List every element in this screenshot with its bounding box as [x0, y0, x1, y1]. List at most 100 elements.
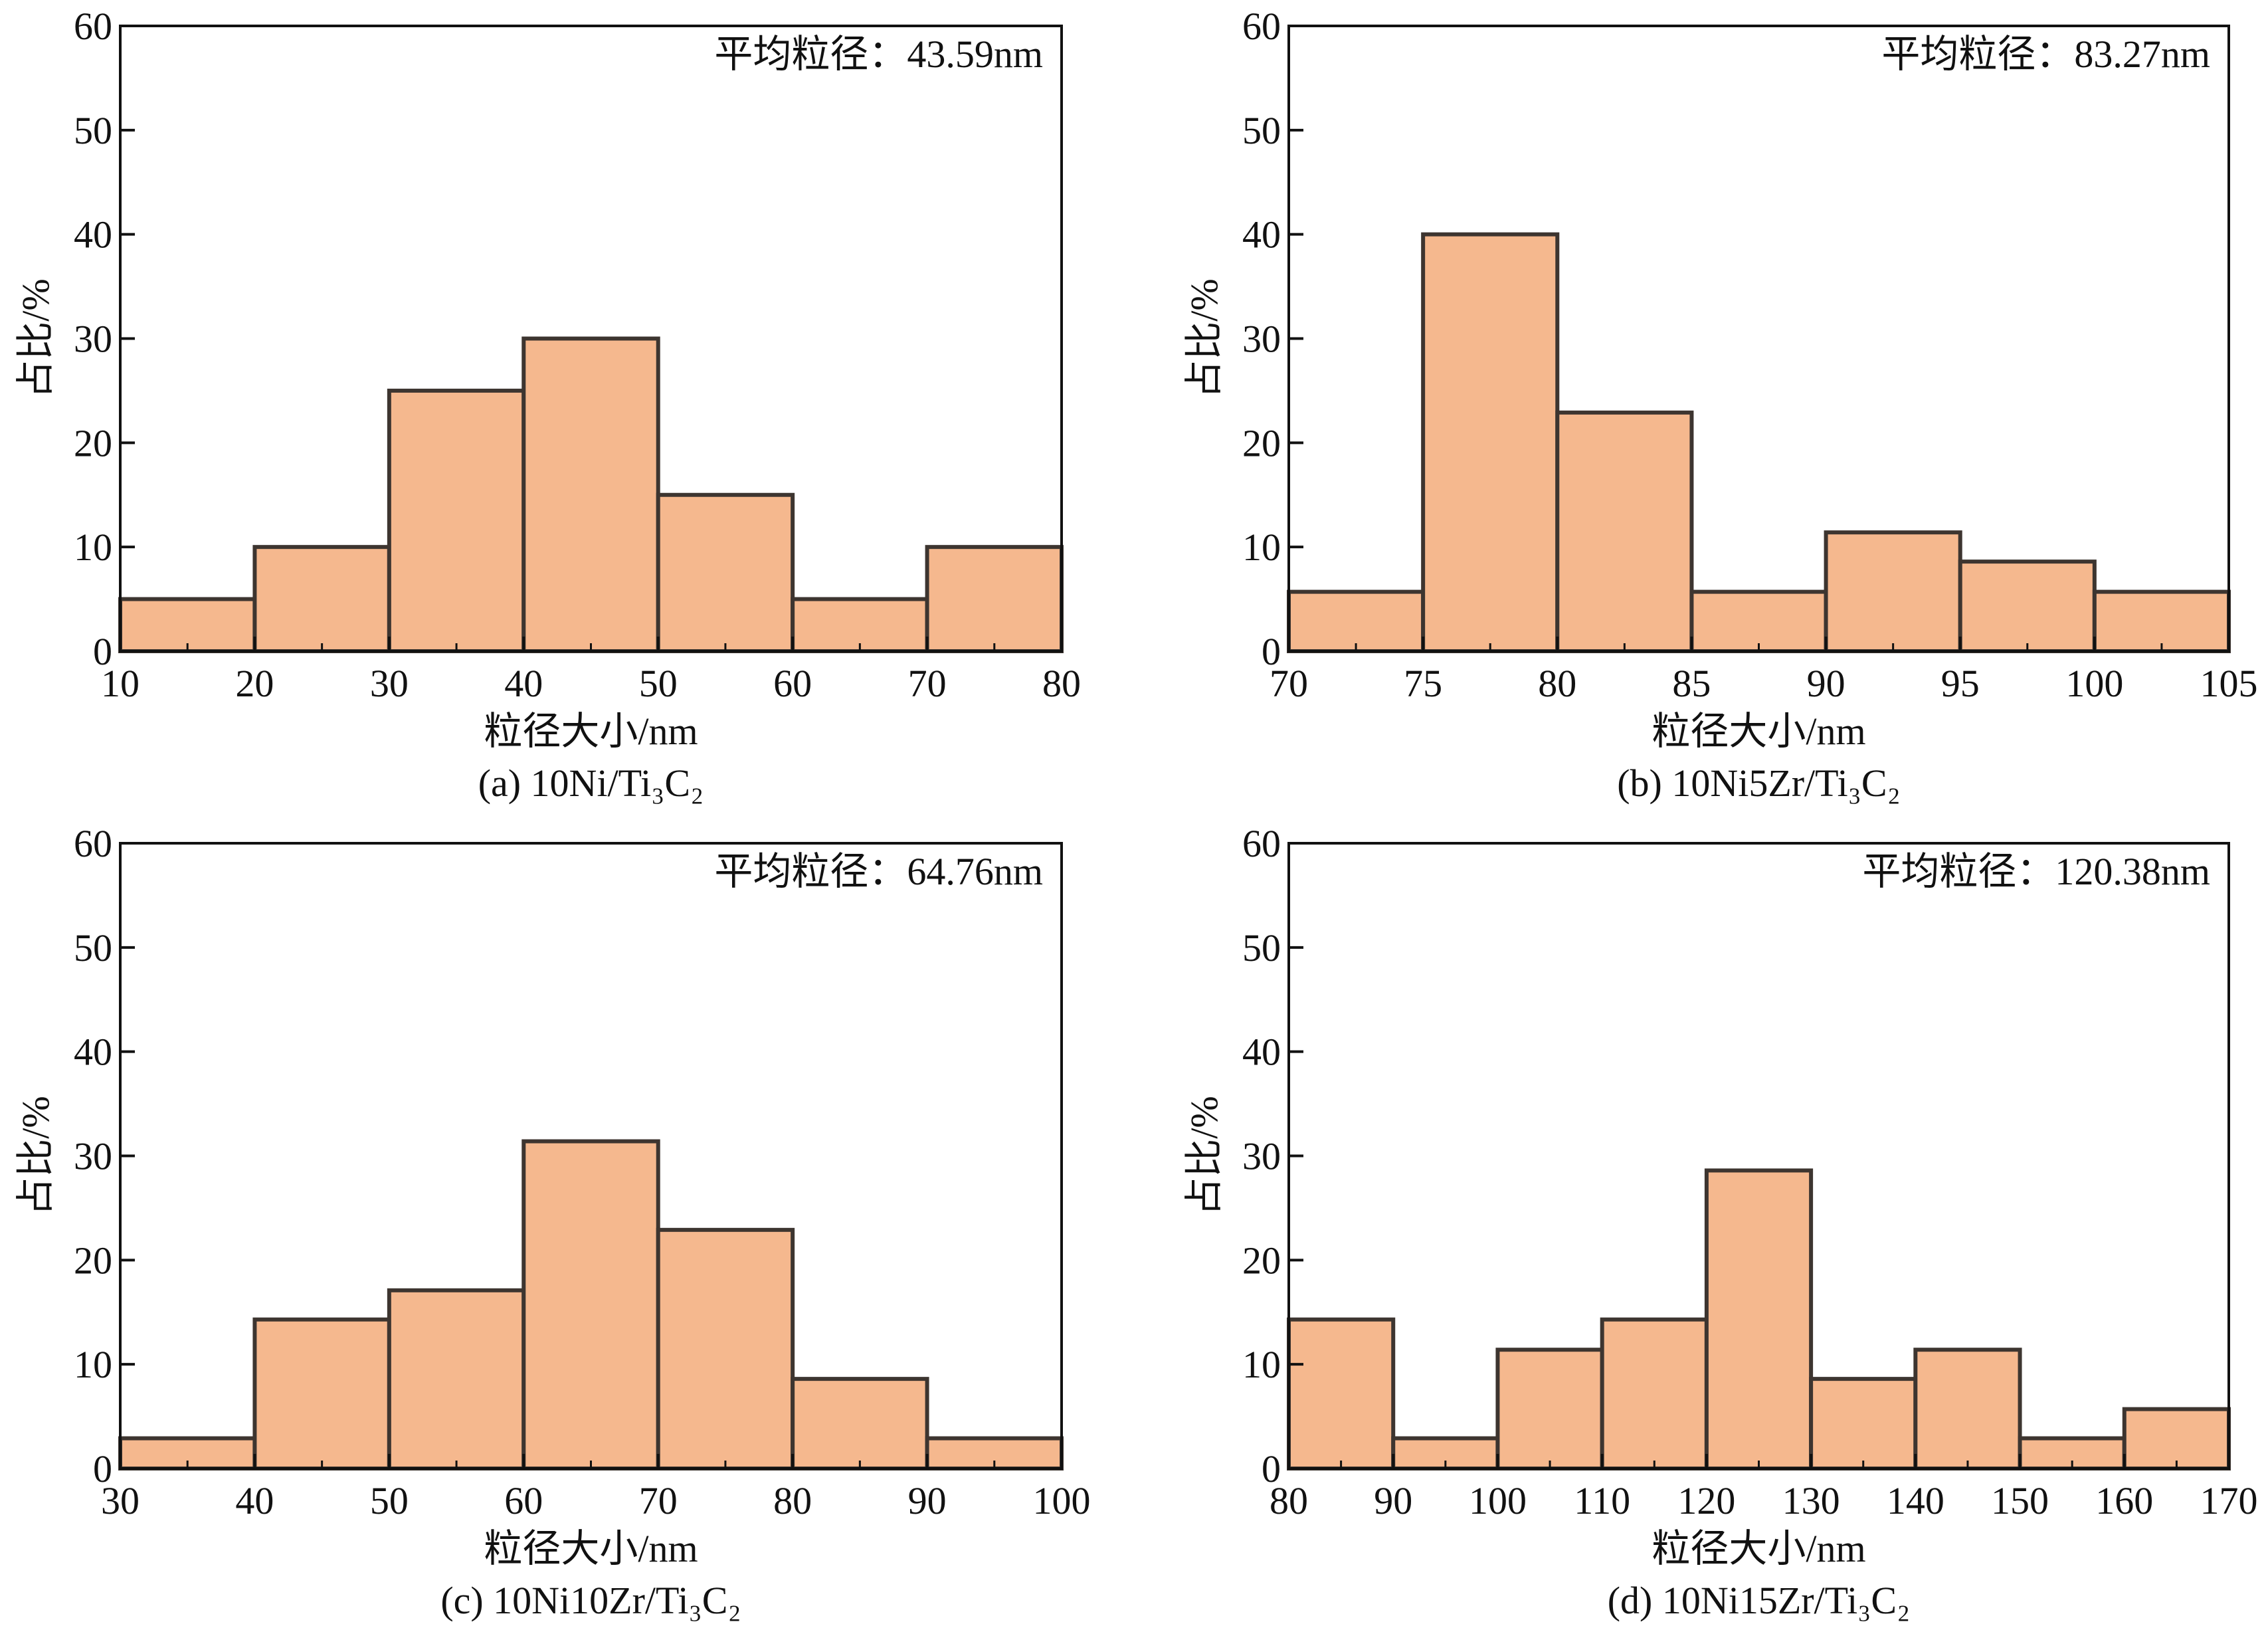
histogram-bar: [791, 1377, 929, 1471]
x-tick-label: 100: [1033, 1479, 1091, 1522]
x-tick-label: 105: [2200, 662, 2258, 705]
x-tick-label: 60: [504, 1479, 543, 1522]
y-tick-label: 0: [1262, 1447, 1281, 1490]
x-axis-label: 粒径大小/nm: [484, 710, 698, 753]
x-tick-label: 90: [908, 1479, 947, 1522]
y-tick-label: 20: [1242, 421, 1281, 464]
y-tick-label: 0: [93, 1447, 112, 1490]
mean-size-annotation: 平均粒径：83.27nm: [1881, 33, 2210, 76]
panel-caption: (b) 10Ni5Zr/Ti₃C₂: [1617, 762, 1901, 805]
histogram-bar: [252, 1317, 391, 1471]
histogram-bar: [1809, 1377, 1918, 1471]
x-tick-label: 70: [639, 1479, 678, 1522]
y-tick-label: 60: [1242, 822, 1281, 865]
histogram-panel-b: 0 10 20 30 40 50 60 70 75 80 85 90 95 100 105 粒径大小/nm (b…: [1182, 5, 2258, 805]
histogram-bar: [1824, 530, 1962, 654]
x-axis-label: 粒径大小/nm: [1652, 710, 1865, 753]
x-tick-label: 70: [908, 662, 947, 705]
x-tick-label: 140: [1887, 1479, 1944, 1522]
x-tick-label: 150: [1991, 1479, 2049, 1522]
y-tick-label: 30: [1242, 318, 1281, 361]
panel-caption: (c) 10Ni10Zr/Ti₃C₂: [440, 1579, 741, 1622]
y-tick-label: 40: [1242, 1031, 1281, 1074]
panel-caption: (a) 10Ni/Ti₃C₂: [478, 762, 704, 805]
y-tick-label: 10: [74, 526, 112, 569]
histogram-bar: [1287, 589, 1426, 653]
y-tick-label: 60: [1242, 5, 1281, 48]
mean-size-annotation: 平均粒径：120.38nm: [1862, 850, 2210, 893]
mean-size-annotation: 平均粒径：43.59nm: [714, 33, 1043, 76]
x-tick-label: 40: [504, 662, 543, 705]
histogram-bar: [656, 1227, 795, 1471]
y-axis-label: 占比/%: [14, 1096, 57, 1215]
histogram-bar: [1600, 1317, 1709, 1471]
histogram-bar: [1421, 232, 1560, 653]
y-tick-label: 50: [74, 926, 112, 969]
x-tick-label: 75: [1404, 662, 1442, 705]
x-tick-label: 130: [1782, 1479, 1840, 1522]
x-tick-label: 90: [1807, 662, 1845, 705]
y-tick-label: 60: [74, 822, 112, 865]
histogram-bar: [1555, 410, 1694, 654]
histogram-panel-d: 0 10 20 30 40 50 60 80 90 100 110 120 130 140 150 160 17…: [1182, 822, 2258, 1622]
y-tick-label: 20: [74, 1239, 112, 1282]
mean-size-annotation: 平均粒径：64.76nm: [714, 850, 1043, 893]
y-tick-label: 40: [1242, 213, 1281, 256]
histogram-bar: [1689, 589, 1828, 653]
x-tick-label: 95: [1941, 662, 1980, 705]
y-axis-label: 占比/%: [14, 278, 57, 398]
y-tick-label: 0: [1262, 630, 1281, 673]
histogram-bar: [521, 336, 660, 653]
y-tick-label: 50: [74, 109, 112, 152]
y-tick-label: 30: [74, 1135, 112, 1178]
x-tick-label: 170: [2200, 1479, 2258, 1522]
y-tick-label: 30: [1242, 1135, 1281, 1178]
histogram-bar: [1287, 1317, 1396, 1471]
histogram-bar: [387, 388, 526, 654]
histogram-bar: [387, 1288, 526, 1471]
y-tick-label: 30: [74, 318, 112, 361]
histogram-panel-c: 0 10 20 30 40 50 60 30 40 50 60 70 80 90 100 粒径大小/nm (c)…: [14, 822, 1091, 1622]
x-tick-label: 10: [101, 662, 140, 705]
x-tick-label: 85: [1672, 662, 1711, 705]
y-tick-label: 50: [1242, 926, 1281, 969]
x-tick-label: 80: [1042, 662, 1081, 705]
x-tick-label: 80: [773, 1479, 812, 1522]
x-axis-label: 粒径大小/nm: [1652, 1527, 1865, 1570]
x-tick-label: 80: [1270, 1479, 1308, 1522]
histogram-bar: [521, 1139, 660, 1471]
x-tick-label: 90: [1374, 1479, 1412, 1522]
x-tick-label: 20: [235, 662, 274, 705]
y-tick-label: 10: [1242, 1343, 1281, 1386]
x-tick-label: 50: [639, 662, 678, 705]
histogram-bar: [656, 492, 795, 653]
x-tick-label: 50: [370, 1479, 409, 1522]
x-tick-label: 30: [101, 1479, 140, 1522]
x-tick-label: 120: [1677, 1479, 1735, 1522]
y-tick-label: 10: [1242, 526, 1281, 569]
x-tick-label: 110: [1574, 1479, 1630, 1522]
y-tick-label: 40: [74, 1031, 112, 1074]
y-axis-label: 占比/%: [1182, 278, 1226, 398]
histogram-bar: [1913, 1348, 2022, 1471]
y-tick-label: 20: [1242, 1239, 1281, 1282]
y-tick-label: 10: [74, 1343, 112, 1386]
histogram-bar: [1495, 1348, 1604, 1471]
x-tick-label: 60: [773, 662, 812, 705]
histogram-bar: [2092, 589, 2231, 653]
y-tick-label: 60: [74, 5, 112, 48]
x-tick-label: 80: [1538, 662, 1576, 705]
histogram-bar: [2122, 1407, 2231, 1471]
histogram-bar: [252, 545, 391, 654]
histogram-bar: [1704, 1168, 1814, 1471]
x-tick-label: 160: [2095, 1479, 2153, 1522]
y-tick-label: 40: [74, 213, 112, 256]
y-tick-label: 0: [93, 630, 112, 673]
histogram-bar: [925, 545, 1064, 654]
panel-caption: (d) 10Ni15Zr/Ti₃C₂: [1608, 1579, 1911, 1622]
y-tick-label: 50: [1242, 109, 1281, 152]
x-tick-label: 30: [370, 662, 409, 705]
x-tick-label: 100: [2065, 662, 2123, 705]
